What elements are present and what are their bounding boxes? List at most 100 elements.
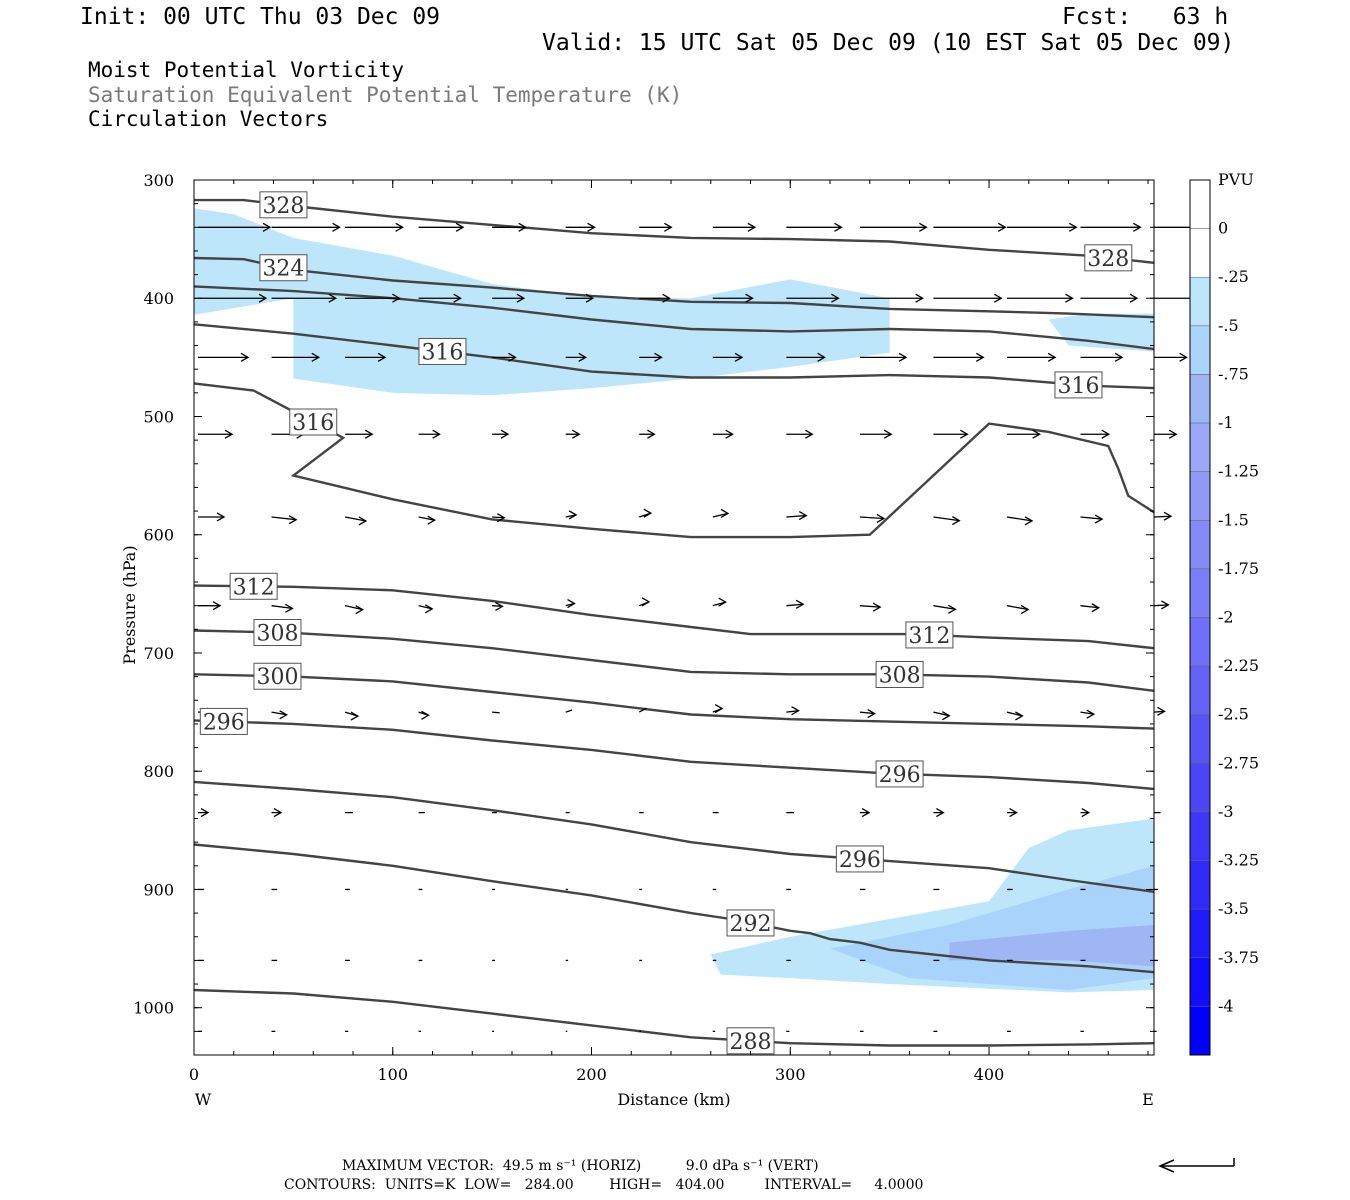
vector-arrow-5 bbox=[566, 223, 595, 231]
vector-arrow-46 bbox=[492, 430, 508, 438]
vector-arrow-40 bbox=[1080, 353, 1122, 361]
contour-line-5 bbox=[194, 586, 1154, 649]
colorbar-level-label: 0 bbox=[1218, 219, 1228, 238]
vector-arrow-45 bbox=[419, 430, 440, 438]
vector-arrow-67 bbox=[1007, 517, 1032, 525]
colorbar-cell-8 bbox=[1190, 569, 1210, 618]
colorbar-level-label: -1.25 bbox=[1218, 462, 1259, 481]
colorbar-cell-17 bbox=[1190, 1006, 1210, 1055]
vector-arrow-70 bbox=[198, 602, 220, 610]
footer-contours: CONTOURS: UNITS=K LOW= 284.00 HIGH= 404.… bbox=[284, 1177, 923, 1193]
contour-label-0: 328 bbox=[260, 192, 307, 219]
contour-label-9: 288 bbox=[727, 1028, 774, 1055]
colorbar-cell-7 bbox=[1190, 520, 1210, 569]
svg-text:312: 312 bbox=[908, 624, 950, 649]
y-tick-label: 500 bbox=[143, 407, 174, 426]
svg-text:312: 312 bbox=[233, 575, 275, 600]
x-tick-label: 200 bbox=[576, 1065, 607, 1084]
vector-arrow-10 bbox=[933, 223, 1005, 231]
vector-arrow-87 bbox=[419, 711, 429, 719]
vector-arrow-62 bbox=[639, 509, 651, 517]
vector-arrow-66 bbox=[933, 517, 959, 525]
vector-arrow-11 bbox=[1007, 223, 1076, 231]
vector-arrow-83 bbox=[1154, 601, 1168, 609]
vector-arrow-98 bbox=[198, 809, 208, 817]
vector-arrow-56 bbox=[198, 513, 224, 521]
vector-arrow-48 bbox=[639, 430, 654, 438]
vector-arrow-25 bbox=[1007, 294, 1073, 302]
vector-arrow-97 bbox=[1154, 707, 1164, 715]
x-end-label-east: E bbox=[1142, 1090, 1154, 1109]
vector-arrow-75 bbox=[566, 600, 575, 608]
contour-label-11: 316 bbox=[1055, 372, 1102, 399]
vector-arrow-110 bbox=[1080, 809, 1088, 817]
svg-text:324: 324 bbox=[262, 257, 304, 282]
vector-arrow-69 bbox=[1154, 512, 1171, 520]
vector-arrow-26 bbox=[1080, 294, 1137, 302]
vector-arrow-42 bbox=[198, 430, 232, 438]
vector-arrow-89 bbox=[566, 710, 572, 712]
colorbar-cell-5 bbox=[1190, 423, 1210, 472]
vector-arrow-107 bbox=[860, 809, 869, 817]
contour-label-4: 312 bbox=[230, 573, 277, 600]
y-tick-label: 800 bbox=[143, 762, 174, 781]
x-tick-label: 0 bbox=[189, 1065, 199, 1084]
colorbar-level-label: -.5 bbox=[1218, 316, 1239, 335]
vector-arrow-71 bbox=[272, 604, 293, 612]
vector-arrow-78 bbox=[786, 600, 803, 608]
vector-arrow-94 bbox=[933, 712, 949, 720]
colorbar-level-label: -2 bbox=[1218, 608, 1234, 627]
vector-arrow-64 bbox=[786, 512, 806, 520]
x-tick-label: 300 bbox=[775, 1065, 806, 1084]
colorbar-cell-15 bbox=[1190, 909, 1210, 958]
svg-text:296: 296 bbox=[879, 763, 921, 788]
contour-label-2: 316 bbox=[419, 338, 466, 365]
colorbar-cell-9 bbox=[1190, 618, 1210, 667]
colorbar-cell-1 bbox=[1190, 229, 1210, 278]
colorbar-level-label: -1 bbox=[1218, 413, 1234, 432]
x-axis-label: Distance (km) bbox=[617, 1090, 730, 1109]
vector-arrow-59 bbox=[419, 516, 435, 524]
colorbar-unit: PVU bbox=[1218, 170, 1254, 189]
cross-section-chart: 3283243163163123083002962922883283163123… bbox=[0, 0, 1350, 1200]
x-tick-label: 400 bbox=[974, 1065, 1005, 1084]
contour-line-6 bbox=[194, 631, 1154, 691]
vector-arrow-12 bbox=[1080, 223, 1140, 231]
vector-arrow-28 bbox=[198, 353, 248, 361]
colorbar-level-label: -3.75 bbox=[1218, 948, 1259, 967]
colorbar-level-label: -1.5 bbox=[1218, 510, 1249, 529]
pvu-colorbar: PVU 0 -.25 -.5 -.75 -1 -1.25 -1.5 -1.75 -2 -2.25 -2… bbox=[1190, 170, 1259, 1055]
y-tick-label: 1000 bbox=[133, 999, 174, 1018]
x-end-label-west: W bbox=[195, 1090, 212, 1109]
svg-text:316: 316 bbox=[292, 411, 334, 436]
y-tick-label: 300 bbox=[143, 171, 174, 190]
contour-label-8: 292 bbox=[727, 910, 774, 937]
colorbar-level-label: -2.25 bbox=[1218, 656, 1259, 675]
svg-text:292: 292 bbox=[730, 912, 772, 937]
colorbar-level-label: -1.75 bbox=[1218, 559, 1259, 578]
contour-line-11 bbox=[194, 990, 1154, 1046]
x-tick-label: 100 bbox=[377, 1065, 408, 1084]
contour-label-6: 300 bbox=[254, 663, 301, 690]
vector-arrow-38 bbox=[933, 353, 983, 361]
reference-vector-arrow bbox=[1160, 1158, 1234, 1172]
vector-arrow-81 bbox=[1007, 606, 1028, 614]
svg-text:296: 296 bbox=[839, 848, 881, 873]
colorbar-level-label: -3.5 bbox=[1218, 899, 1249, 918]
contour-label-7: 296 bbox=[200, 708, 247, 735]
vector-arrow-51 bbox=[860, 430, 891, 438]
colorbar-level-label: -4 bbox=[1218, 996, 1234, 1015]
colorbar-cell-13 bbox=[1190, 812, 1210, 861]
colorbar-cell-4 bbox=[1190, 374, 1210, 423]
colorbar-cell-6 bbox=[1190, 472, 1210, 521]
vector-arrow-57 bbox=[272, 516, 297, 524]
svg-text:296: 296 bbox=[203, 710, 245, 735]
contour-line-8 bbox=[194, 720, 1154, 789]
contour-label-15: 296 bbox=[836, 846, 883, 873]
colorbar-level-label: -.75 bbox=[1218, 364, 1249, 383]
vector-arrow-58 bbox=[345, 517, 366, 525]
colorbar-cell-3 bbox=[1190, 326, 1210, 375]
vector-arrow-9 bbox=[860, 223, 926, 231]
vector-arrow-3 bbox=[419, 223, 463, 231]
vector-arrow-91 bbox=[713, 705, 722, 713]
